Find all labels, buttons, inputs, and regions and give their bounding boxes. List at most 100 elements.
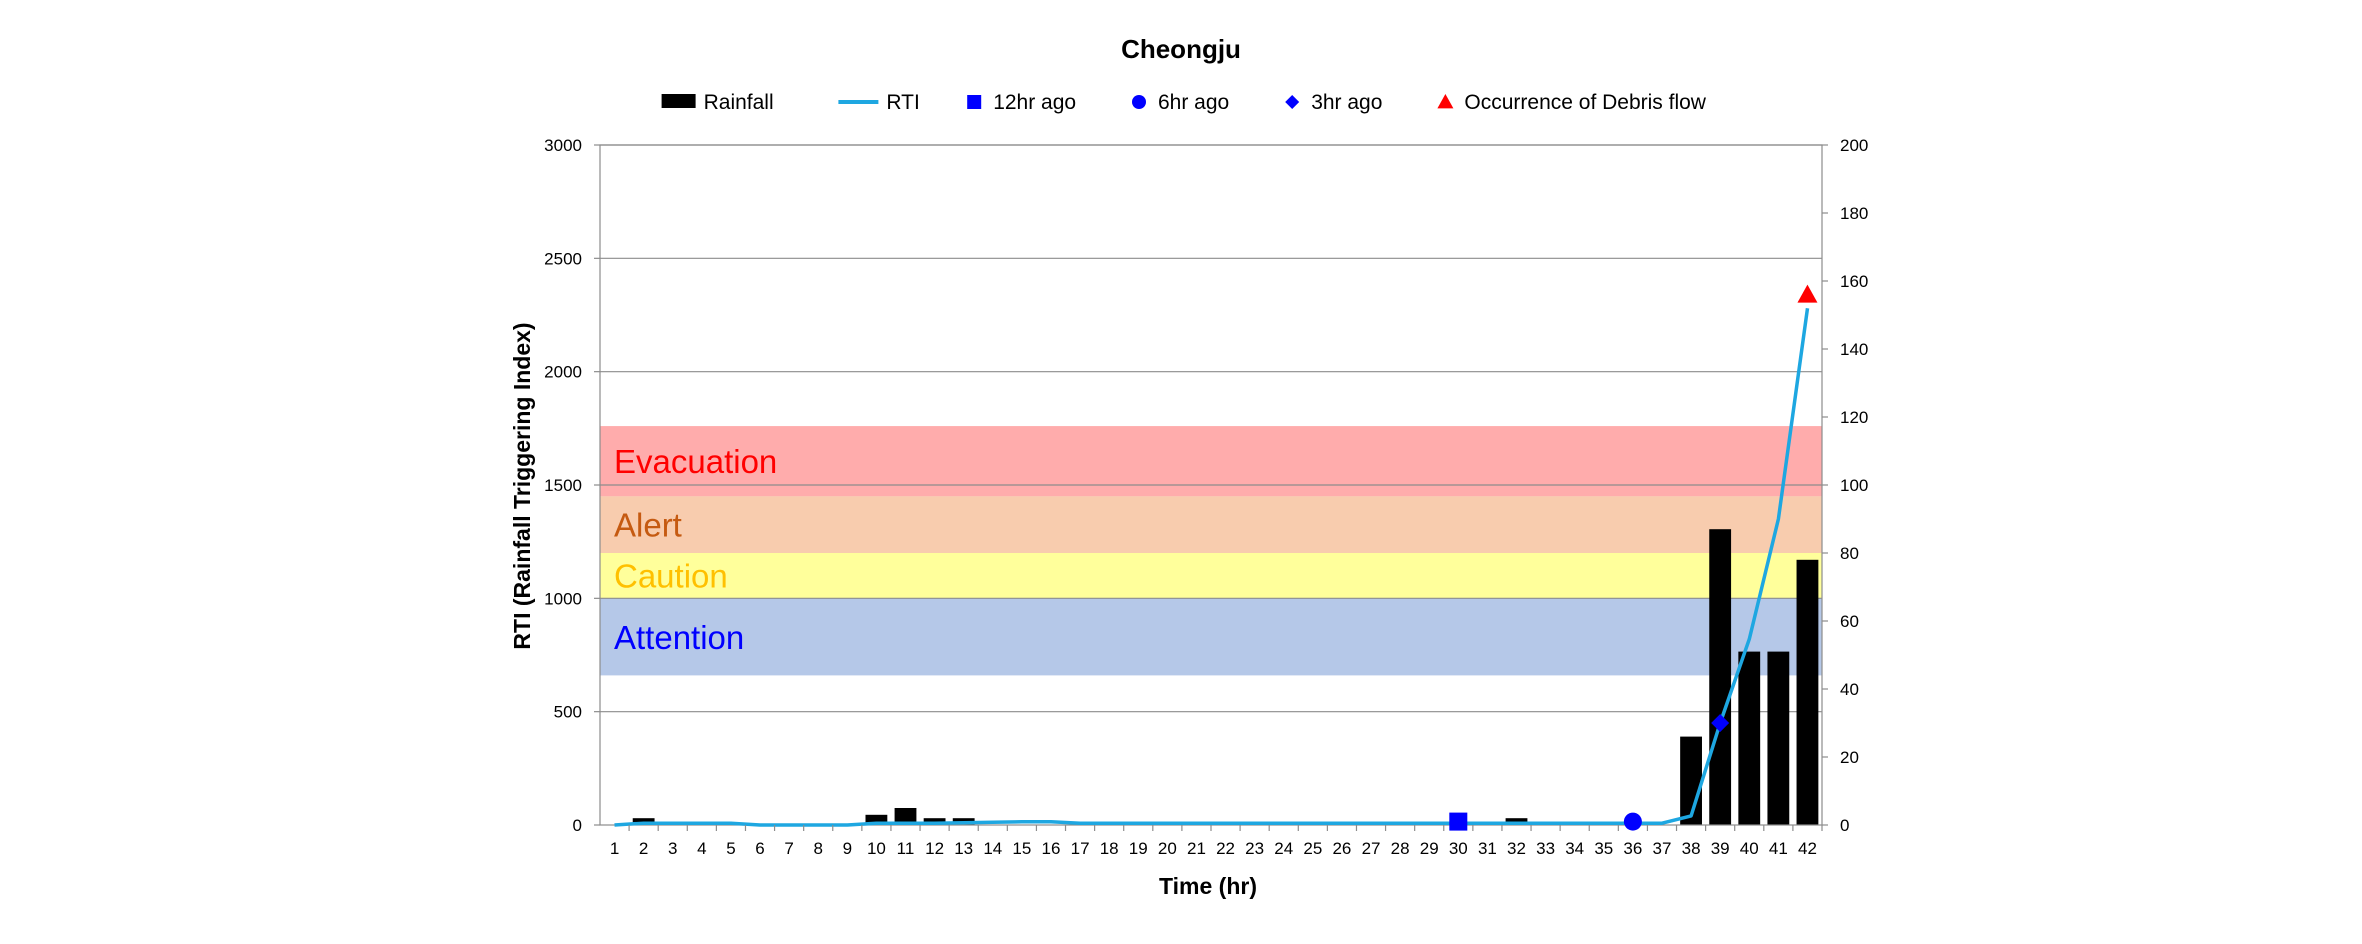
rainfall-bars [632,529,1819,825]
x-tick-label: 24 [1274,839,1293,858]
x-tick-label: 9 [843,839,852,858]
x-tick-label: 7 [784,839,793,858]
x-tick-label: 25 [1303,839,1322,858]
x-tick-label: 35 [1594,839,1613,858]
x-tick-label: 5 [726,839,735,858]
x-tick-label: 19 [1129,839,1148,858]
y2-tick-label: 40 [1840,680,1859,699]
x-tick-label: 15 [1012,839,1031,858]
6hr-ago-marker [1623,812,1642,831]
x-tick-label: 38 [1682,839,1701,858]
12hr-ago-marker [1449,812,1468,831]
x-tick-label: 1 [610,839,619,858]
y2-tick-label: 60 [1840,612,1859,631]
x-tick-label: 37 [1653,839,1672,858]
x-tick-label: 31 [1478,839,1497,858]
x-tick-label: 22 [1216,839,1235,858]
x-tick-label: 20 [1158,839,1177,858]
x-tick-label: 42 [1798,839,1817,858]
threshold-zones: Evacuation Alert Caution Attention [600,426,1822,676]
x-tick-label: 39 [1711,839,1730,858]
y2-tick-label: 160 [1840,272,1868,291]
rainfall-bar [865,814,888,825]
x-tick-label: 10 [867,839,886,858]
y2-tick-label: 20 [1840,748,1859,767]
x-tick-label: 32 [1507,839,1526,858]
zone-evacuation [600,426,1822,497]
y2-tick-label: 0 [1840,816,1849,835]
y-tick-label: 0 [573,816,582,835]
x-tick-label: 17 [1071,839,1090,858]
legend-label-occurrence-of-debris-flow: Occurrence of Debris flow [1464,91,1706,114]
y-tick-label: 500 [554,703,582,722]
3hr-ago-marker [1711,714,1730,732]
x-tick-label: 33 [1536,839,1555,858]
legend-label-rainfall: Rainfall [704,91,774,114]
y-tick-label: 3000 [544,136,582,155]
legend-label-12hr-ago: 12hr ago [993,91,1076,114]
legend-label-6hr-ago: 6hr ago [1158,91,1229,114]
rainfall-bar [1796,559,1819,825]
x-tick-label: 36 [1623,839,1642,858]
rainfall-bar [1709,529,1732,825]
zone-label-attention: Attention [614,619,744,656]
chart-title: Cheongju [1121,34,1241,64]
rainfall-bar [1738,651,1761,825]
rainfall-bar [894,808,917,825]
y2-tick-label: 80 [1840,544,1859,563]
x-tick-label: 11 [897,839,915,858]
x-tick-label: 8 [813,839,822,858]
x-tick-label: 16 [1042,839,1061,858]
legend-label-rti: RTI [886,91,919,114]
axes: 0500100015002000250030000204060801001201… [544,136,1868,858]
y2-tick-label: 200 [1840,136,1868,155]
x-tick-label: 21 [1187,839,1206,858]
x-tick-label: 27 [1362,839,1381,858]
x-tick-label: 13 [954,839,973,858]
x-tick-label: 30 [1449,839,1468,858]
y-tick-label: 1000 [544,589,582,608]
x-tick-label: 23 [1245,839,1264,858]
x-tick-label: 6 [755,839,764,858]
legend-swatch-3hr-ago [1285,95,1300,109]
zone-label-caution: Caution [614,558,728,595]
y2-tick-label: 180 [1840,204,1868,223]
rti-series-line [614,307,1810,827]
rti-line [614,307,1810,827]
zone-label-alert: Alert [614,507,682,544]
y2-tick-label: 120 [1840,408,1868,427]
x-tick-label: 2 [639,839,648,858]
y2-tick-label: 140 [1840,340,1868,359]
legend-swatch-rainfall [661,94,696,108]
legend-swatch-occurrence-of-debris-flow [1437,94,1454,109]
x-tick-label: 3 [668,839,677,858]
zone-caution [600,553,1822,599]
zone-label-evacuation: Evacuation [614,443,777,480]
x-tick-label: 28 [1391,839,1410,858]
legend-label-3hr-ago: 3hr ago [1311,91,1382,114]
legend: Rainfall RTI 12hr ago 6hr ago 3hr ago Occurre… [661,91,1707,114]
y2-tick-label: 100 [1840,476,1868,495]
markers [1449,284,1818,831]
x-tick-label: 14 [983,839,1002,858]
rainfall-bar [1767,651,1790,825]
x-tick-label: 29 [1420,839,1439,858]
zone-alert [600,496,1822,553]
occurrence-of-debris-flow-marker [1797,284,1818,303]
x-tick-label: 4 [697,839,706,858]
x-tick-label: 41 [1769,839,1788,858]
y-tick-label: 2000 [544,363,582,382]
legend-swatch-6hr-ago [1132,95,1146,109]
x-tick-label: 18 [1100,839,1119,858]
legend-swatch-12hr-ago [967,95,982,109]
y-tick-label: 1500 [544,476,582,495]
y-axis-label: RTI (Rainfall Triggering Index) [509,322,535,649]
x-tick-label: 34 [1565,839,1584,858]
x-tick-label: 12 [925,839,944,858]
x-tick-label: 40 [1740,839,1759,858]
x-tick-label: 26 [1332,839,1351,858]
zone-attention [600,598,1822,676]
y-tick-label: 2500 [544,249,582,268]
